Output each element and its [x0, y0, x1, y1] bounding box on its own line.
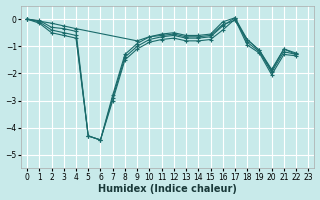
- X-axis label: Humidex (Indice chaleur): Humidex (Indice chaleur): [98, 184, 237, 194]
